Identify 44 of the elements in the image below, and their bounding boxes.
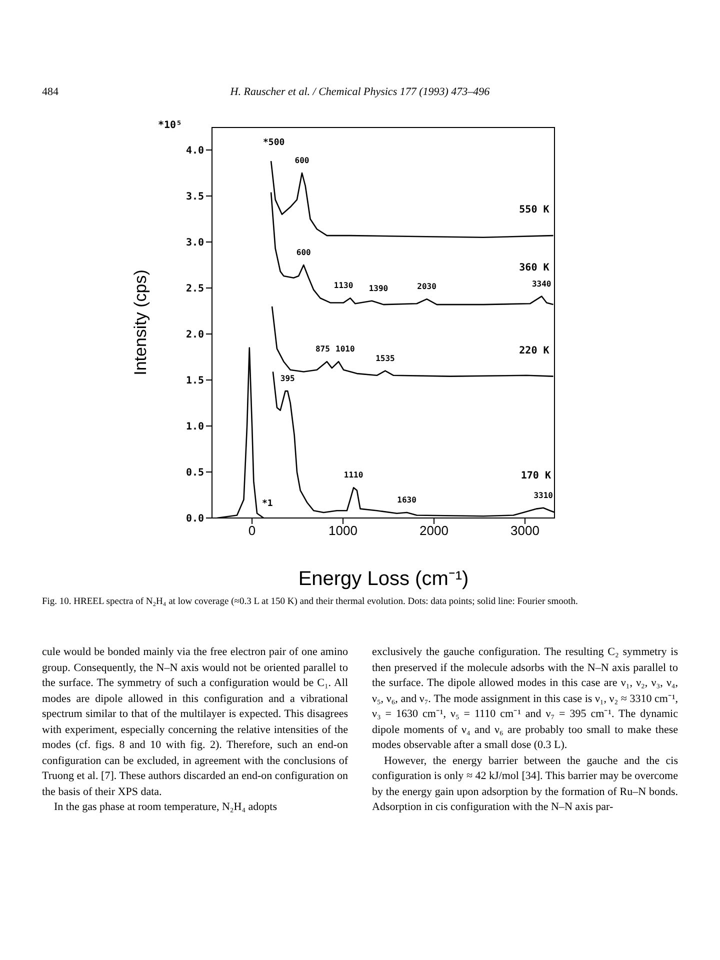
x-tick-label: 0 — [248, 523, 256, 538]
y-tick-label: 1.0 — [186, 422, 204, 433]
annotation: 1130 — [334, 281, 354, 290]
y-tick-label: 3.5 — [186, 192, 204, 203]
text: 484 — [42, 86, 58, 98]
text: exclusively the gauche configuration. The resulting C₂ symmetry is then preserved if the molecule adsorbs with the N–N axis parallel to the surface. The dipole allowed modes in this case are ν₁, ν₂, ν₃, ν₄, ν₅, ν₆, and ν₇. The mode assignment in this case is ν₁, ν₂ ≈ 3310 cm⁻¹, ν₃ = 1630 cm⁻¹, ν₅ = 1110 cm⁻¹ and ν₇ = 395 cm⁻¹. The dynamic dipole moments of ν₄ and ν₆ are probably too small to make these modes observable after a small dose (0.3 L). — [372, 645, 678, 753]
caption: Fig. 10. HREEL spectra of N₂H₄ at low coverage (≈0.3 L at 150 K) and their thermal evolution. Dots: data points; solid line: Fourier smooth. — [42, 596, 579, 609]
text: cule would be bonded mainly via the free electron pair of one amino group. Consequently, the N–N axis would not be oriented parallel to the surface. The symmetry of such a configuration would be C₁. All modes are dipole allowed in this configuration and a vibrational spectrum similar to that of the multilayer is expected. This disagrees with experiment, especially concerning the relative intensities of the modes (cf. figs. 8 and 10 with fig. 2). Therefore, such an end-on configuration can be excluded, in agreement with the conclusions of Truong et al. [7]. These authors discarded an end-on configuration on the basis of their XPS data. — [42, 646, 348, 798]
annotation: 1535 — [376, 354, 396, 363]
y-tick-label: 1.5 — [186, 376, 204, 387]
y-tick-label: 4.0 — [186, 146, 204, 157]
annotation: 3340 — [532, 279, 552, 288]
annotation: 1390 — [368, 284, 388, 293]
y-tick-label: 0.5 — [186, 468, 204, 479]
text: 360 K — [519, 262, 550, 274]
text: However, the energy barrier between the gauche and the cis configuration is only ≈ 42 kJ/mol [34]. This barrier may be overcome by the energy gain upon adsorption by the formation of Ru–N bonds. Adsorption in cis configuration with the N–N axis par- — [372, 754, 678, 815]
text: H. Rauscher et al. / Chemical Physics 177 (1993) 473–496 — [230, 86, 490, 98]
annotation: 395 — [280, 374, 296, 384]
text: In the gas phase at room temperature, N₂H₄ adopts — [53, 800, 278, 815]
annotation: 3310 — [534, 490, 554, 500]
y-tick-label: 2.5 — [186, 284, 204, 295]
annotation: 1630 — [397, 495, 417, 504]
y-tick-label: 2.0 — [186, 330, 204, 341]
y-tick-label: 0.0 — [186, 514, 204, 525]
text: 550 K — [519, 204, 550, 216]
line-series — [270, 192, 554, 306]
y-axis-title: Intensity (cps) — [131, 270, 150, 376]
annotation: 1110 — [344, 470, 364, 480]
annotation: 1010 — [336, 344, 356, 354]
series-label: 220 K — [519, 345, 550, 356]
text: 170 K — [520, 470, 551, 482]
line-series — [271, 306, 554, 377]
annotation: 875 — [315, 344, 330, 354]
text: *10⁵ — [158, 120, 182, 131]
annotation: 2030 — [417, 282, 437, 292]
annotation: 600 — [294, 156, 310, 165]
y-tick-label: 3.0 — [186, 238, 204, 249]
x-axis-title: Energy Loss (cm⁻¹) — [298, 568, 469, 590]
annotation: *1 — [262, 499, 273, 509]
x-tick-label: 1000 — [328, 523, 358, 538]
annotation: 600 — [296, 248, 312, 257]
annotation: *500 — [263, 138, 285, 148]
x-tick-label: 3000 — [510, 523, 540, 538]
x-tick-label: 2000 — [420, 523, 448, 538]
